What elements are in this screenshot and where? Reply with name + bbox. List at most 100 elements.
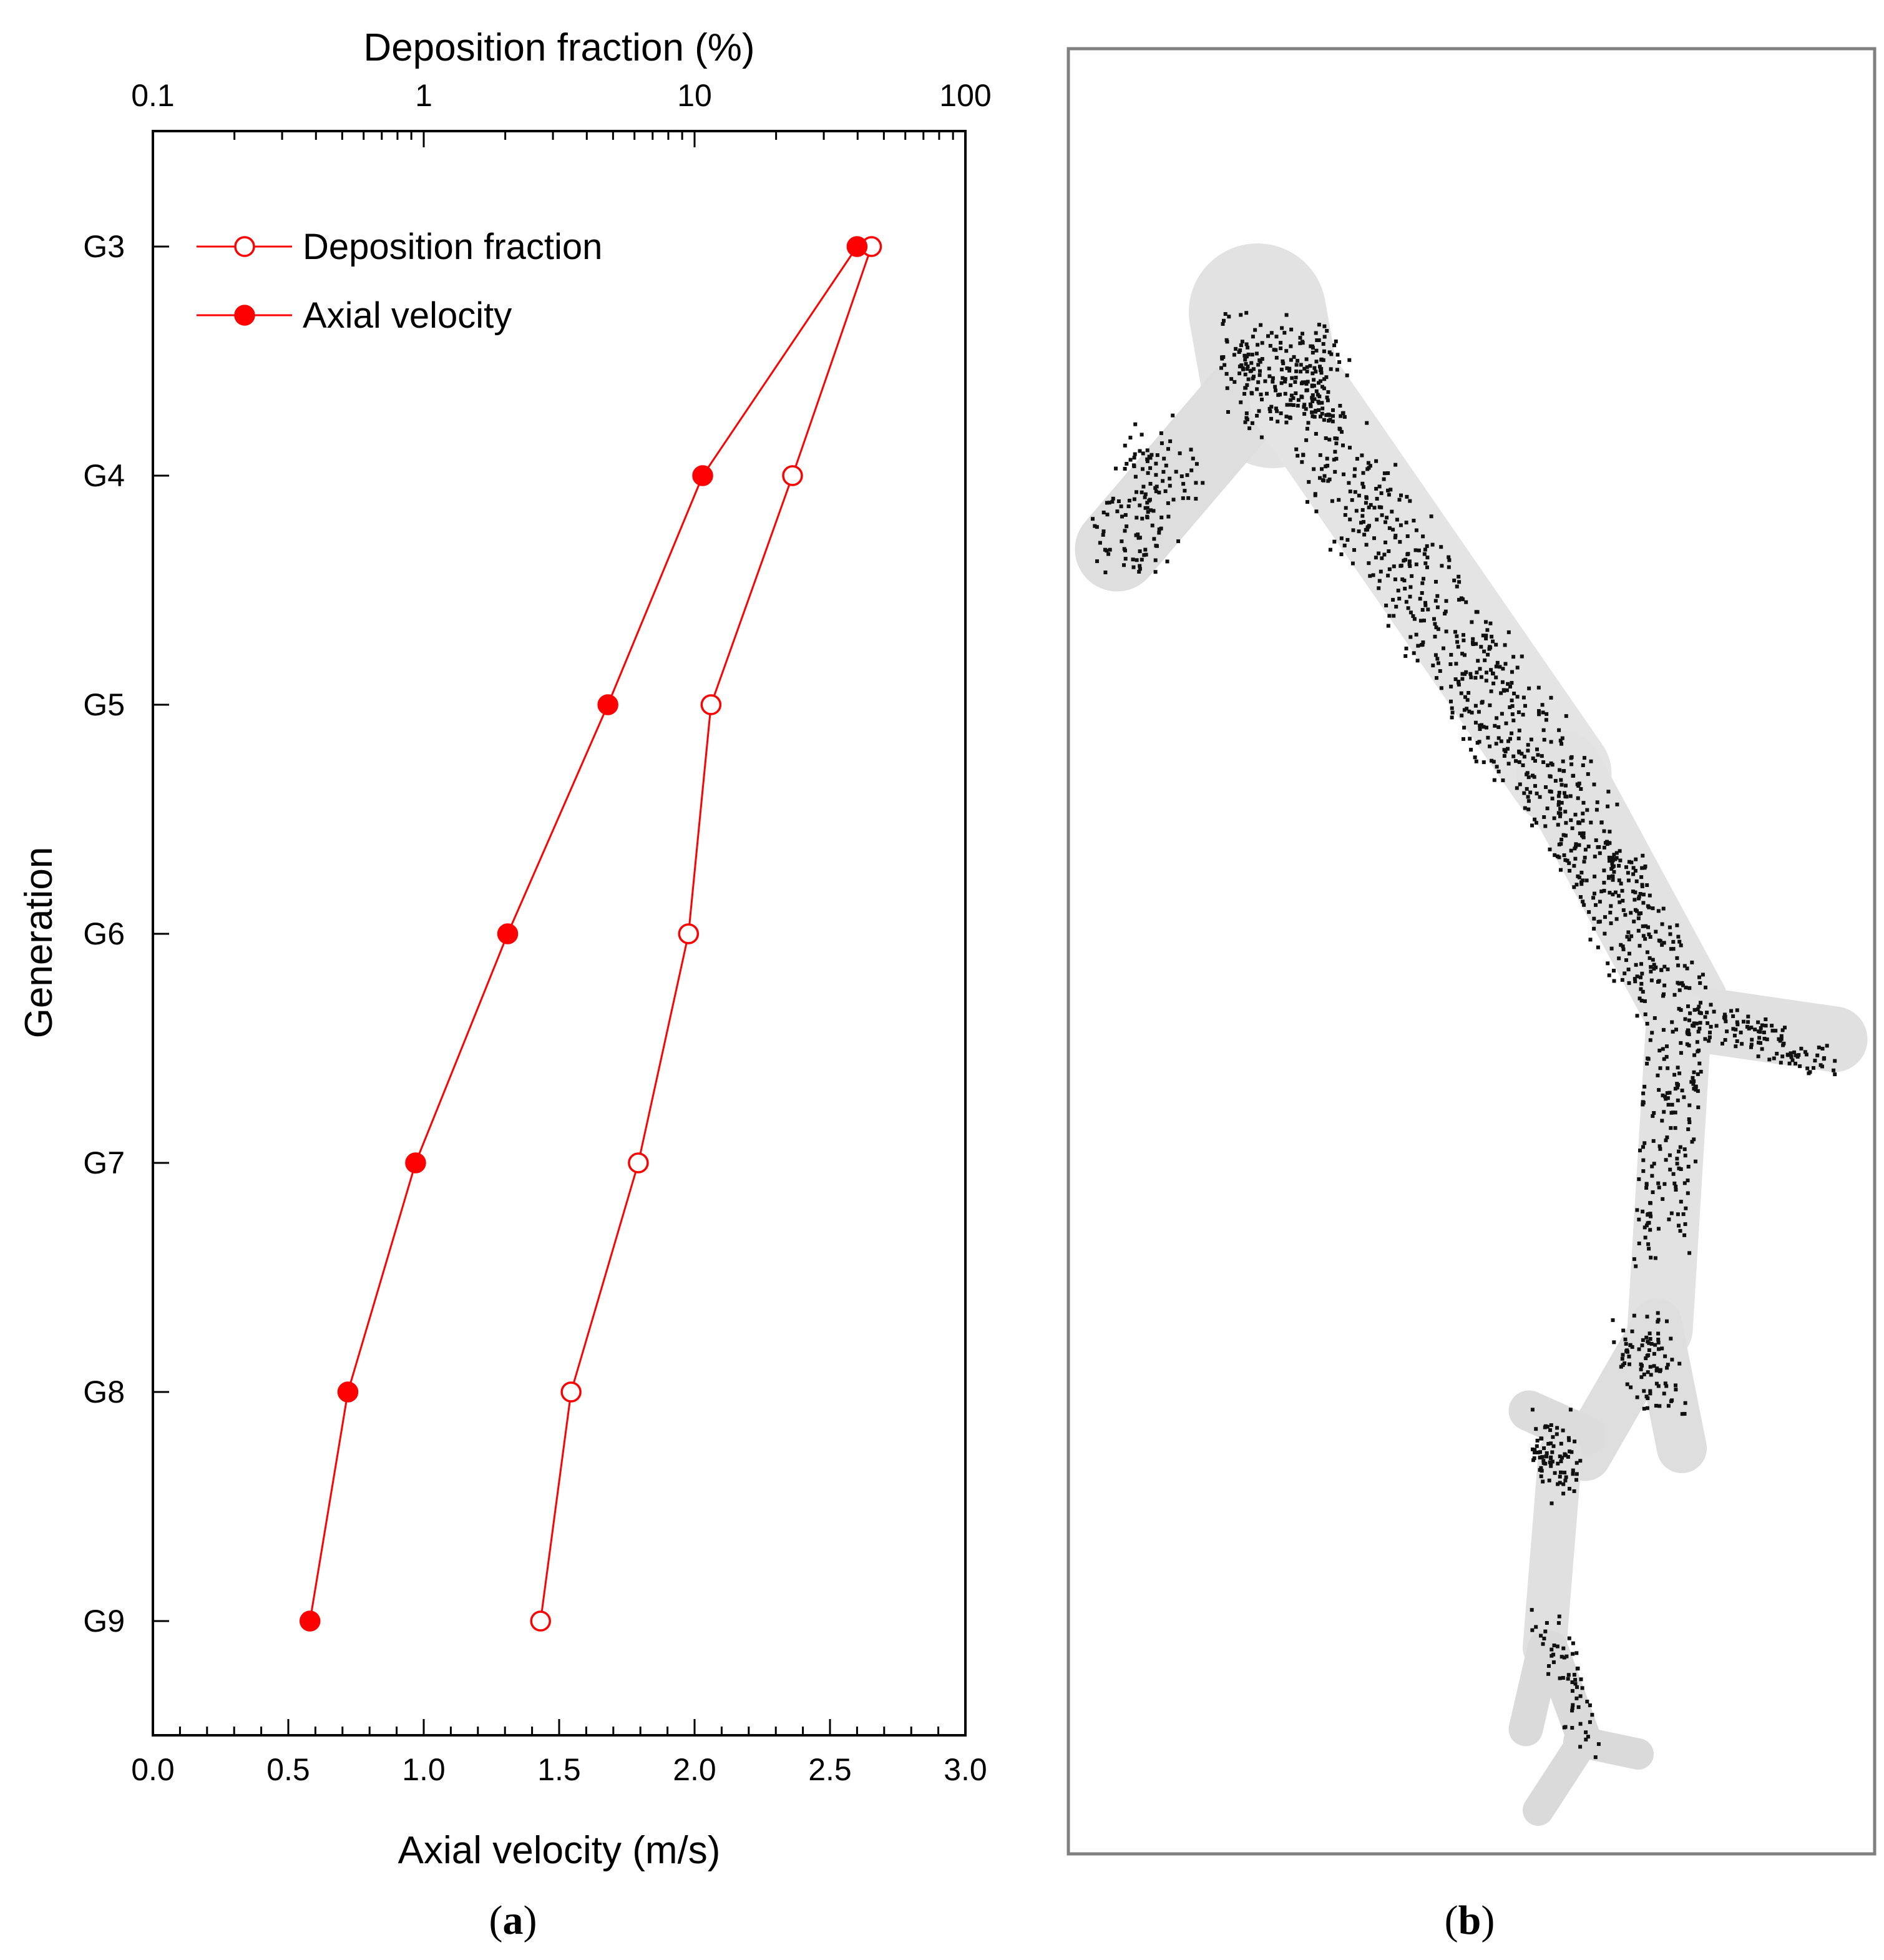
particle: [1360, 508, 1365, 512]
particle: [1340, 411, 1345, 416]
particle: [1164, 463, 1168, 468]
particle: [1140, 557, 1144, 562]
particle: [1306, 380, 1310, 384]
particle: [1657, 1185, 1661, 1190]
data-point-deposition-fraction: [700, 694, 722, 715]
particle: [1484, 620, 1488, 624]
particle: [1312, 383, 1316, 388]
particle: [1485, 725, 1488, 730]
particle: [1412, 617, 1417, 621]
particle: [1364, 501, 1368, 505]
particle: [1260, 398, 1264, 401]
axis-tick-labels: 0.0 0.5 1.0 1.5 2.0 2.5 3.00.1 1 10 100G3G4G5G6G7…: [83, 78, 991, 1787]
particle: [1582, 860, 1586, 864]
particle: [1122, 563, 1126, 567]
particle: [1469, 748, 1473, 752]
particle: [1405, 494, 1409, 499]
particle: [1324, 436, 1328, 440]
particle: [1368, 464, 1372, 468]
particle: [1520, 654, 1524, 659]
particle: [1499, 691, 1503, 695]
airway-main-branch: [1249, 348, 1612, 826]
particle: [1616, 894, 1621, 898]
particle: [1475, 610, 1480, 614]
particle: [1258, 369, 1262, 373]
particle: [1692, 1053, 1697, 1057]
particle: [1312, 467, 1316, 471]
particle: [1669, 1399, 1673, 1403]
particle: [1488, 621, 1493, 625]
particle: [1790, 1058, 1795, 1062]
particle: [1657, 1144, 1662, 1149]
particle: [1285, 403, 1289, 407]
particle: [1656, 1311, 1660, 1315]
particle: [1602, 845, 1606, 850]
particle: [1629, 911, 1633, 915]
particle: [1468, 737, 1472, 741]
particle: [1252, 375, 1256, 379]
particle: [1150, 523, 1154, 527]
particle: [1541, 1461, 1546, 1465]
particle: [1448, 662, 1453, 666]
particle: [1686, 1178, 1690, 1183]
particle: [1674, 1383, 1677, 1388]
particle: [1105, 501, 1109, 505]
particle: [1645, 883, 1649, 887]
particle: [1107, 501, 1111, 505]
particle: [1559, 742, 1564, 746]
particle: [1403, 654, 1408, 658]
particle: [1750, 1037, 1754, 1042]
particle: [1550, 1459, 1555, 1464]
particle: [1138, 549, 1142, 554]
particle: [1467, 691, 1471, 695]
particle: [1189, 448, 1193, 452]
particle: [1123, 513, 1128, 517]
particle: [1494, 675, 1498, 680]
particle: [1581, 835, 1586, 840]
particle: [1479, 645, 1483, 649]
particle: [1473, 720, 1478, 725]
particle: [1268, 409, 1272, 413]
particle: [1561, 1482, 1566, 1486]
particle: [1666, 1096, 1670, 1100]
particle: [1576, 1666, 1580, 1670]
particle: [1643, 865, 1647, 868]
particle: [1523, 703, 1527, 708]
particle: [1692, 1007, 1697, 1012]
particle: [1662, 1057, 1666, 1061]
particle: [1269, 331, 1274, 335]
particle: [1255, 387, 1259, 391]
particle: [1592, 782, 1596, 786]
particle: [1551, 1444, 1556, 1448]
particle: [1692, 1079, 1696, 1084]
particle: [1311, 399, 1315, 403]
particle: [1367, 505, 1371, 509]
particle: [1642, 1225, 1647, 1230]
particle: [1308, 364, 1312, 368]
particle: [1403, 557, 1408, 562]
particle: [1611, 878, 1615, 882]
particle: [1579, 1677, 1583, 1682]
particle: [1531, 756, 1535, 760]
particle: [1220, 355, 1224, 360]
particle: [1430, 542, 1435, 547]
particle: [1545, 1451, 1549, 1455]
particle: [1521, 712, 1525, 717]
legend: Deposition fraction Axial velocity: [197, 227, 602, 336]
particle: [1377, 484, 1382, 489]
particle: [1663, 1354, 1667, 1358]
particle: [1694, 1087, 1698, 1092]
particle: [1694, 1084, 1698, 1089]
particle: [1091, 517, 1095, 521]
particle: [1269, 416, 1273, 421]
particle: [1564, 783, 1568, 788]
particle: [1547, 1664, 1551, 1668]
particle: [1334, 339, 1338, 343]
particle: [1226, 410, 1230, 414]
particle: [1643, 937, 1647, 941]
particle: [1379, 505, 1384, 509]
particle: [1128, 436, 1133, 440]
particle: [1485, 670, 1488, 675]
particle: [1558, 768, 1562, 772]
particle: [1157, 491, 1161, 495]
